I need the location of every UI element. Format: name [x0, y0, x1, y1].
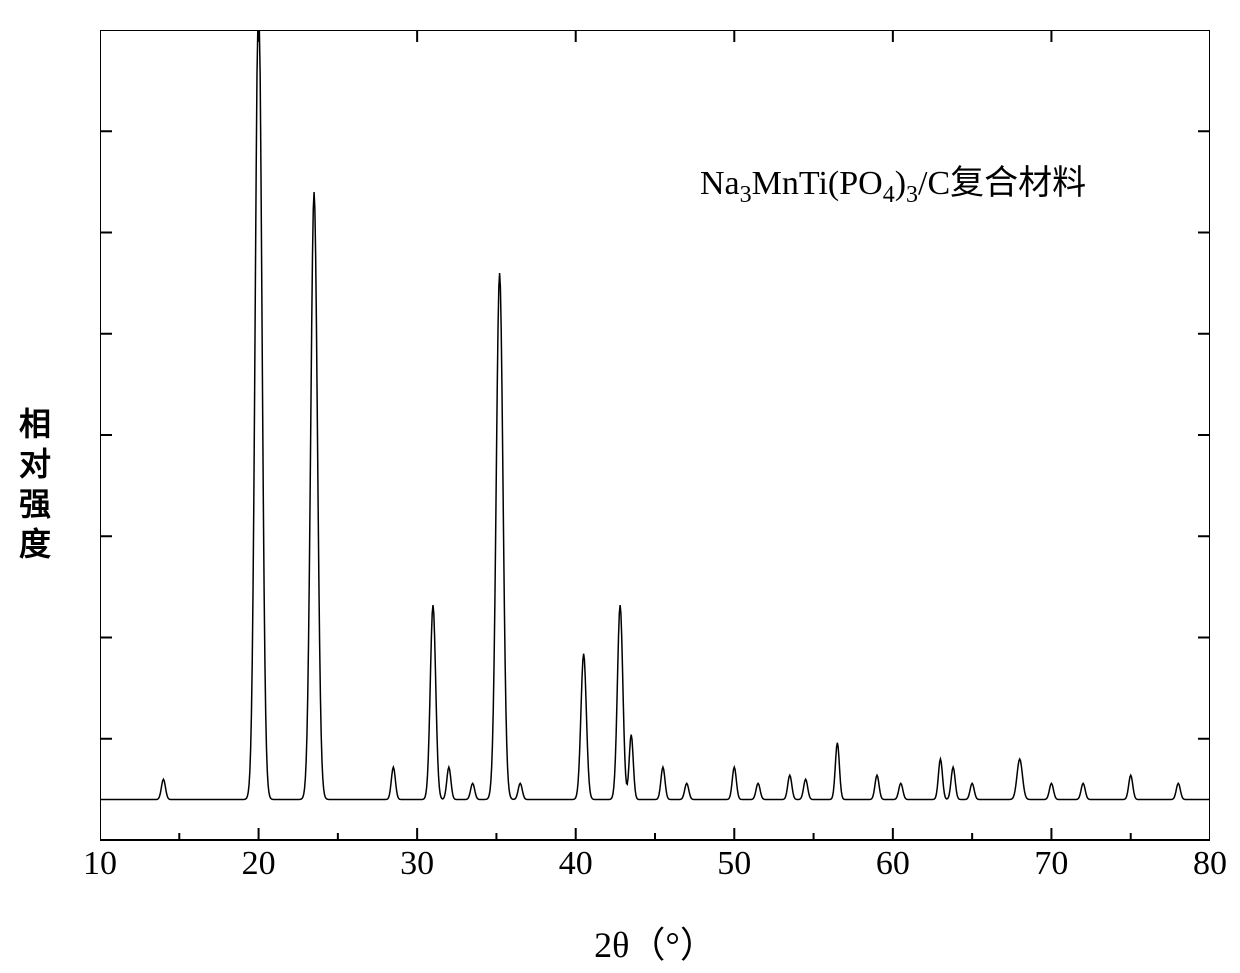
x-tick-label: 20	[242, 845, 276, 883]
chart-container: 1020304050607080 Na3MnTi(PO4)3/C复合材料	[100, 30, 1210, 900]
x-tick-label: 30	[400, 845, 434, 883]
x-tick-label: 50	[717, 845, 751, 883]
legend-label: Na3MnTi(PO4)3/C复合材料	[700, 155, 1086, 209]
x-tick-label: 70	[1034, 845, 1068, 883]
x-tick-label: 80	[1193, 845, 1227, 883]
y-axis-label: 相对强度	[10, 407, 56, 567]
x-tick-label: 10	[83, 845, 117, 883]
x-tick-label: 60	[876, 845, 910, 883]
x-axis-label: 2θ（°）	[594, 916, 716, 968]
x-tick-label: 40	[559, 845, 593, 883]
